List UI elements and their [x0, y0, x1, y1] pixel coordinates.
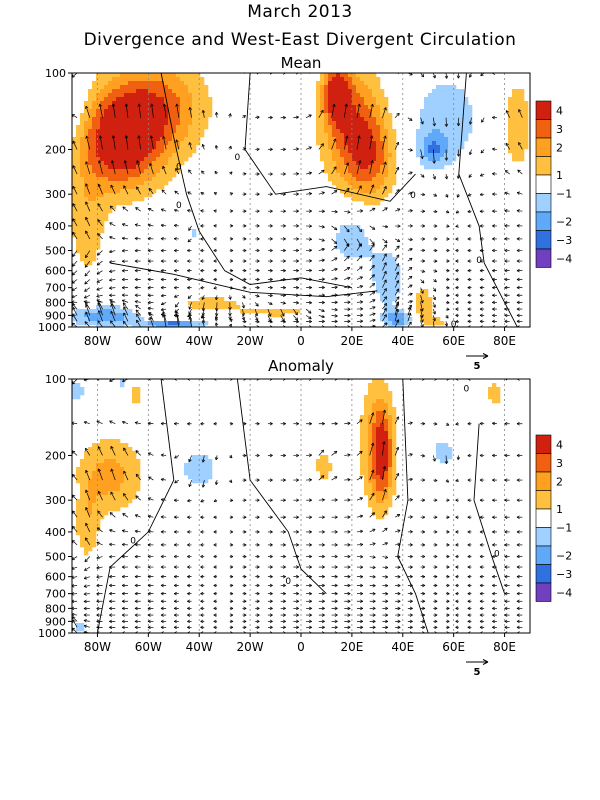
divergent-circulation-vectors [72, 73, 523, 327]
colorbar-label: −3 [556, 568, 572, 581]
colorbar-label: 1 [556, 503, 563, 516]
x-tick-label: 20W [237, 334, 264, 348]
colorbar-swatch [535, 193, 552, 213]
y-tick-label: 300 [45, 188, 66, 201]
colorbar-label: −3 [556, 234, 572, 247]
y-tick-label: 600 [45, 571, 66, 584]
plot-area: 0 0 0 0 0 0 [72, 73, 529, 330]
colorbar-label: 3 [556, 123, 563, 136]
y-tick-label: 800 [45, 602, 66, 615]
y-tick-label: 400 [45, 220, 66, 233]
x-tick-label: 80E [493, 640, 516, 654]
x-tick-label: 20E [340, 334, 363, 348]
x-tick-label: 60E [442, 640, 465, 654]
x-tick-label: 40E [391, 640, 414, 654]
y-tick-label: 900 [45, 615, 66, 628]
x-tick-label: 40W [186, 640, 213, 654]
y-tick-label: 700 [45, 282, 66, 295]
colorbar-swatch [535, 582, 552, 602]
reference-vector-label: 5 [474, 361, 481, 372]
zero-contours: 0 0 0 0 [96, 379, 506, 633]
colorbar-label: 1 [556, 169, 563, 182]
colorbar-label: 3 [556, 457, 563, 470]
x-tick-label: 20W [237, 640, 264, 654]
chart-title-date: March 2013 [247, 2, 353, 22]
colorbar-swatch [535, 211, 552, 231]
y-tick-label: 1000 [38, 627, 66, 640]
colorbar-label: −4 [556, 586, 572, 599]
x-tick-label: 60W [135, 334, 162, 348]
panel-title: Mean [281, 54, 322, 72]
colorbar-swatch [535, 490, 552, 510]
colorbar-swatch [535, 156, 552, 176]
colorbar-swatch [535, 248, 552, 268]
zero-contours: 0 0 0 0 0 0 [110, 73, 518, 330]
contour-label: 0 [464, 385, 470, 395]
colorbar-label: 4 [556, 438, 563, 451]
colorbar: 4 3 2 1 −1 −2 −3 −4 [535, 434, 572, 602]
colorbar-label: 2 [556, 475, 563, 488]
y-tick-label: 300 [45, 494, 66, 507]
colorbar-swatch [535, 453, 552, 473]
colorbar-label: −2 [556, 549, 572, 562]
contour-label: 0 [176, 201, 182, 211]
contour-label: 0 [285, 577, 291, 587]
x-tick-label: 80E [493, 334, 516, 348]
panel-title: Anomaly [268, 357, 334, 375]
y-tick-label: 500 [45, 551, 66, 564]
y-tick-label: 700 [45, 588, 66, 601]
x-tick-label: 80W [84, 334, 111, 348]
x-tick-label: 80W [84, 640, 111, 654]
reference-vector-label: 5 [474, 667, 481, 678]
y-tick-label: 800 [45, 296, 66, 309]
colorbar-swatch [535, 508, 552, 528]
colorbar-label: −1 [556, 188, 572, 201]
divergent-circulation-vectors [72, 379, 523, 633]
x-tick-label: 40E [391, 334, 414, 348]
y-tick-label: 400 [45, 526, 66, 539]
colorbar-swatch [535, 174, 552, 194]
colorbar-label: 2 [556, 141, 563, 154]
colorbar: 4 3 2 1 −1 −2 −3 −4 [535, 100, 572, 268]
plot-area: 0 0 0 0 [72, 379, 523, 633]
panel-anomaly: 0000Anomaly10020030040050060070080090010… [38, 357, 572, 678]
contour-label: 0 [235, 153, 241, 163]
y-tick-label: 200 [45, 449, 66, 462]
colorbar-swatch [535, 471, 552, 491]
colorbar-swatch [535, 564, 552, 584]
colorbar-swatch [535, 527, 552, 547]
contour-label: 0 [176, 163, 182, 173]
y-tick-label: 200 [45, 143, 66, 156]
chart-title-description: Divergence and West-East Divergent Circu… [83, 30, 517, 50]
panel-mean: 000000Mean100200300400500600700800900100… [38, 54, 572, 372]
colorbar-label: −1 [556, 522, 572, 535]
colorbar-swatch [535, 100, 552, 120]
colorbar-swatch [535, 545, 552, 565]
x-tick-label: 0 [297, 640, 305, 654]
x-tick-label: 60E [442, 334, 465, 348]
colorbar-swatch [535, 119, 552, 139]
x-tick-label: 0 [297, 334, 305, 348]
colorbar-swatch [535, 137, 552, 157]
x-tick-label: 20E [340, 640, 363, 654]
y-tick-label: 900 [45, 309, 66, 322]
colorbar-label: −4 [556, 252, 572, 265]
colorbar-label: 4 [556, 104, 563, 117]
y-tick-label: 600 [45, 265, 66, 278]
y-tick-label: 1000 [38, 321, 66, 334]
colorbar-swatch [535, 230, 552, 250]
y-tick-label: 100 [45, 373, 66, 386]
contour-label: 0 [494, 550, 500, 560]
x-tick-label: 60W [135, 640, 162, 654]
colorbar-swatch [535, 434, 552, 454]
y-tick-label: 500 [45, 245, 66, 258]
contour-label: 0 [476, 256, 482, 266]
y-tick-label: 100 [45, 67, 66, 80]
x-tick-label: 40W [186, 334, 213, 348]
colorbar-label: −2 [556, 215, 572, 228]
contour-label: 0 [410, 191, 416, 201]
contour-label: 0 [130, 537, 136, 547]
contour-label: 0 [451, 320, 457, 330]
